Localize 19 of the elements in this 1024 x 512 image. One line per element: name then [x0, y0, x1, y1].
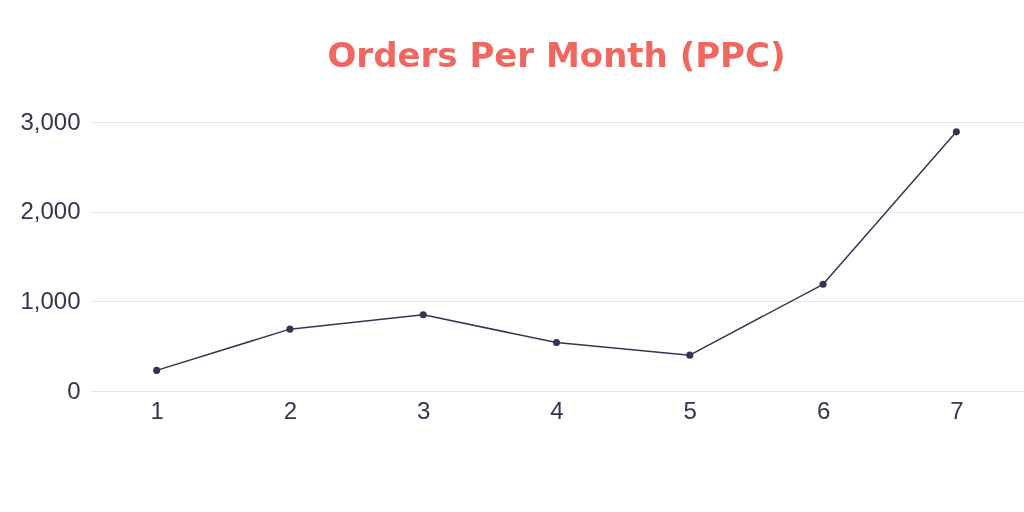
x-tick-label: 5	[683, 396, 697, 424]
x-tick-label: 3	[417, 396, 431, 424]
x-tick-label: 6	[816, 396, 831, 424]
x-tick-label: 1	[150, 396, 164, 424]
x-tick-label: 2	[283, 396, 298, 424]
point	[819, 280, 827, 288]
point	[153, 366, 161, 374]
point	[952, 128, 960, 136]
point	[419, 311, 427, 319]
y-tick-label: 1,000	[20, 286, 81, 314]
chart-title: Orders Per Month (PPC)	[327, 35, 786, 75]
x-tick-label: 4	[550, 396, 564, 424]
point	[686, 351, 694, 359]
x-tick-label: 7	[950, 396, 964, 424]
y-tick-label: 2,000	[20, 197, 81, 225]
y-tick-label: 0	[67, 376, 81, 404]
y-tick-label: 3,000	[20, 107, 81, 135]
point	[286, 325, 294, 333]
point	[552, 339, 561, 347]
